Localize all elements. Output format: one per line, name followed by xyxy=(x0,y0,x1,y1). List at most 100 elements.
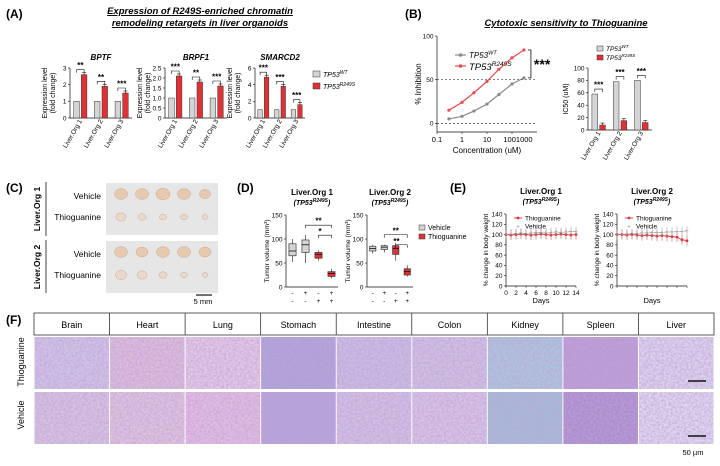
bar-a2-category-label: Liver.Org 1 xyxy=(157,118,179,149)
bar-a2-y-tick-label: 0.5 xyxy=(152,105,161,112)
bar-a1-category-label: Liver.Org 2 xyxy=(83,118,105,149)
bar-a3-sig-bracket xyxy=(276,81,284,85)
line-b1-point xyxy=(485,79,489,83)
box-d2-x-tick-label: - xyxy=(372,298,374,305)
panel-f-scale-label: 50 µm xyxy=(683,448,704,457)
histology-texture xyxy=(563,392,638,444)
tumor-specimen xyxy=(136,270,148,280)
bar-b2-sig-label: *** xyxy=(615,68,625,77)
weight-e1-point: + xyxy=(539,231,543,237)
bar-a2-y-tick-label: 1.0 xyxy=(152,95,161,102)
bar-a1-category-label: Liver.Org 3 xyxy=(103,118,125,149)
bar-a2-bar-mut xyxy=(196,81,203,119)
line-b1-xlabel: Concentration (uM) xyxy=(453,146,522,155)
bar-a2-sig-label: *** xyxy=(212,73,222,82)
box-d1-x-tick-label: + xyxy=(330,298,334,305)
panel-letter-f: (F) xyxy=(6,313,21,327)
bar-a1-sig-label: *** xyxy=(117,80,127,89)
bar-a2-bar-wt xyxy=(209,97,216,119)
bar-b2-bar-mut xyxy=(620,120,628,131)
panel-b-legend: TP53WT TP53R249S xyxy=(596,44,635,62)
tumor-specimen xyxy=(199,189,211,199)
box-d1-box xyxy=(314,252,323,259)
tissue-header-liver: Liver xyxy=(666,320,686,330)
bar-a1-y-tick-label: 1 xyxy=(63,99,67,106)
box-d2-sig-label: ** xyxy=(393,237,400,246)
box-d2-sig-bracket xyxy=(395,244,408,248)
bar-a3-sig-label: *** xyxy=(275,73,285,82)
weight-e1-y-tick-label: 100 xyxy=(492,232,503,239)
weight-e2-ylabel: % change in body weight xyxy=(594,214,601,286)
box-d2-legend-swatch-vehicle xyxy=(418,224,426,231)
box-d1-x-tick-label: - xyxy=(304,298,306,305)
bar-b2-bar-mut xyxy=(599,124,606,131)
weight-e1-point: + xyxy=(559,231,563,237)
tissue-header-kidney: Kidney xyxy=(511,320,539,330)
histology-texture xyxy=(261,337,336,389)
box-d2-x-tick-label: + xyxy=(382,290,386,297)
bar-a1-bar-mut xyxy=(81,74,88,119)
box-d1-x-tick-label: - xyxy=(291,290,293,297)
weight-e2-legend-thioguanine: Thioguanine xyxy=(636,215,672,222)
chart-brpf1: BRPF1 0 0.5 1.0 1.5 2.0 2.5 Expression level (fo… xyxy=(137,53,227,150)
weight-e1-point: + xyxy=(514,232,518,238)
weight-e2-y-tick-label: 100 xyxy=(603,232,614,239)
bar-b2-sig-label: *** xyxy=(637,67,647,76)
box-d1-x-tick-label: + xyxy=(304,290,308,297)
weight-e1-point: + xyxy=(564,230,568,236)
panel-c-group1: Liver.Org 1 xyxy=(32,187,42,232)
chart-body-weight-org1: Liver.Org 1(TP53R249S)020406080100120140… xyxy=(483,187,580,305)
tissue-header-brain: Brain xyxy=(61,320,82,330)
line-b1-point xyxy=(510,56,514,60)
panel-c-scale-bar: 5 mm xyxy=(194,297,213,306)
tissue-header-colon: Colon xyxy=(438,320,462,330)
line-b1-x-tick-label: 0.1 xyxy=(432,135,442,144)
bar-a3-bar-wt xyxy=(274,109,280,119)
bar-b2-bar-wt xyxy=(634,80,641,131)
bar-b2-category-label: Liver.Org 3 xyxy=(623,130,645,161)
bar-a2-bar-wt xyxy=(189,97,196,119)
weight-e1-subtitle: (TP53R249S) xyxy=(523,197,560,206)
histology-texture xyxy=(336,392,412,444)
weight-e2-point: + xyxy=(660,231,664,237)
box-d1-y-tick-label: 100 xyxy=(272,236,283,243)
line-b1-point xyxy=(522,76,526,80)
weight-e1-x-tick-label: 10 xyxy=(552,290,560,297)
tumor-specimen xyxy=(115,270,127,280)
weight-e1-legend-marker-vehicle: + xyxy=(516,223,520,230)
bar-a1-ylabel-unit: (fold change) xyxy=(50,73,57,114)
box-d2-x-tick-label: + xyxy=(405,298,409,305)
legend-line-mut-label: TP53 xyxy=(469,62,492,73)
panel-c-row1: Vehicle xyxy=(74,191,102,201)
weight-e2-point xyxy=(675,235,679,239)
bar-a2-category-label: Liver.Org 2 xyxy=(178,118,200,149)
weight-e2-point: + xyxy=(620,232,624,238)
box-d2-y-tick-label: 150 xyxy=(353,212,364,219)
tumor-specimen xyxy=(115,212,127,222)
chart-inhibition-curve: 0 50 100 0.1 1 10 1001000 Concentration (uM) % I… xyxy=(414,33,551,155)
histology-texture xyxy=(487,337,563,389)
panel-c: Liver.Org 1 Liver.Org 2 Vehicle Thioguan… xyxy=(32,182,218,306)
weight-e1-point: + xyxy=(519,231,523,237)
box-d2-ylabel: Tumor volume (mm³) xyxy=(345,219,352,282)
box-d1-sig-bracket xyxy=(318,234,332,239)
bar-a3-bar-mut xyxy=(280,86,286,119)
weight-e2-point: + xyxy=(635,232,639,238)
histology-texture xyxy=(336,337,412,389)
histology-texture xyxy=(412,337,487,389)
bar-a3-y-tick-label: 0 xyxy=(248,115,252,122)
box-d2-x-tick-label: + xyxy=(405,290,409,297)
bar-a1-ylabel: Expression level xyxy=(42,67,49,118)
bar-a3-ylabel: Expression level xyxy=(227,67,234,118)
bar-a3-ylabel-unit: (fold change) xyxy=(235,73,242,114)
histology-texture xyxy=(563,337,638,389)
bar-a1-bar-mut xyxy=(122,92,129,119)
line-b1-point xyxy=(472,91,476,95)
weight-e1-y-tick-label: 60 xyxy=(495,252,503,259)
histology-texture xyxy=(412,392,487,444)
svg-text:TP53WT: TP53WT xyxy=(606,44,630,53)
box-d1-y-tick-label: 150 xyxy=(272,212,283,219)
panel-f: Brain Heart Lung Stomach Intestine Colon Kidne… xyxy=(33,312,715,444)
histology-texture xyxy=(110,337,185,389)
